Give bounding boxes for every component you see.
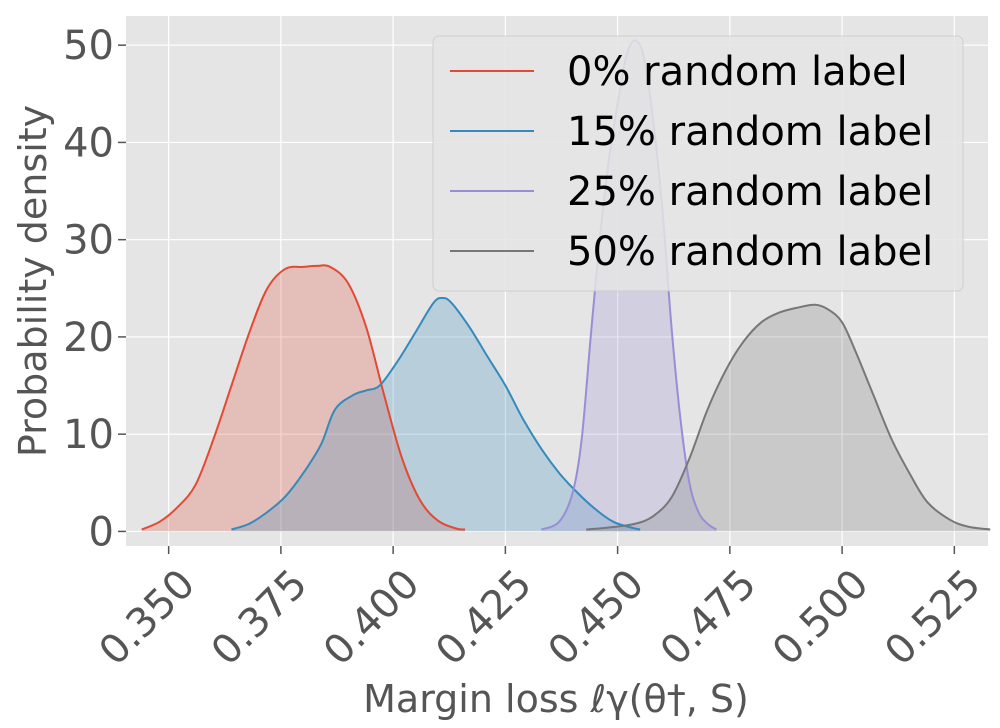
- legend-box: [432, 35, 964, 292]
- series-1-line: [231, 296, 641, 531]
- legend-label-2: 25% random label: [567, 169, 933, 215]
- y-tick-label: 40: [63, 120, 114, 166]
- x-axis-label: Margin loss ℓγ(θ†, S): [363, 677, 749, 721]
- y-tick-label: 50: [63, 23, 114, 69]
- y-tick-label: 10: [63, 412, 114, 458]
- y-tick-label: 20: [63, 315, 114, 361]
- y-axis-label: Probability density: [11, 105, 55, 457]
- x-tick-label: 0.475: [652, 561, 766, 675]
- series-0-area: [141, 265, 465, 532]
- series-0-line: [141, 264, 466, 531]
- x-tick-label: 0.450: [540, 561, 654, 675]
- x-tick-label: 0.400: [315, 561, 429, 675]
- legend-label-0: 0% random label: [567, 49, 908, 95]
- legend-label-1: 15% random label: [567, 109, 933, 155]
- x-tick-label: 0.500: [764, 561, 878, 675]
- x-tick-label: 0.525: [876, 561, 990, 675]
- series-1-area: [231, 297, 641, 532]
- x-tick-label: 0.375: [203, 561, 317, 675]
- x-tick-label: 0.425: [427, 561, 541, 675]
- y-axis-ticks: 0 10 20 30 40 50: [63, 23, 126, 555]
- legend-items: 0% random label 15% random label 25% rando…: [450, 49, 933, 275]
- y-tick-label: 30: [63, 218, 114, 264]
- x-tick-label: 0.350: [91, 561, 205, 675]
- y-tick-label: 0: [89, 509, 114, 555]
- legend: 0% random label 15% random label 25% rando…: [432, 35, 964, 292]
- series-3-line: [586, 303, 991, 531]
- legend-label-3: 50% random label: [567, 229, 933, 275]
